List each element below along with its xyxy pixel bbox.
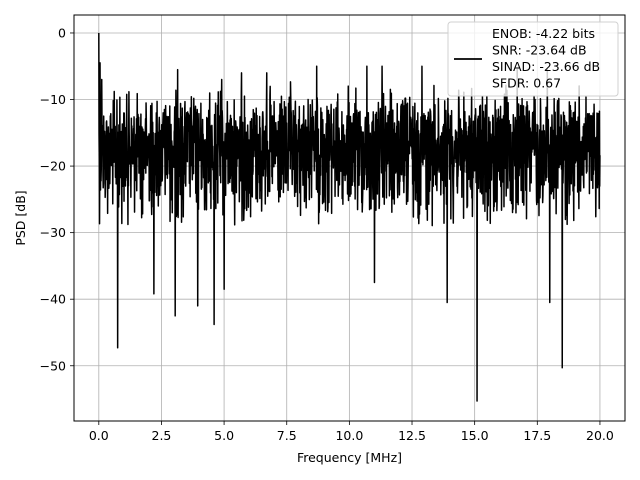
y-axis-ticks: 0 −10 −20 −30 −40 −50 xyxy=(40,25,74,373)
legend-line-1: ENOB: -4.22 bits xyxy=(492,26,595,41)
y-tick-label: 0 xyxy=(58,25,66,40)
x-tick-label: 2.5 xyxy=(152,428,172,443)
x-tick-label: 17.5 xyxy=(523,428,551,443)
legend-label: ENOB: -4.22 bits SNR: -23.64 dB SINAD: -23… xyxy=(492,26,600,91)
legend-line-2: SNR: -23.64 dB xyxy=(492,43,587,58)
y-tick-label: −40 xyxy=(40,292,66,307)
legend: ENOB: -4.22 bits SNR: -23.64 dB SINAD: -23… xyxy=(447,21,619,97)
x-tick-label: 12.5 xyxy=(398,428,426,443)
x-tick-label: 15.0 xyxy=(461,428,489,443)
y-tick-label: −50 xyxy=(40,358,66,373)
psd-series-line xyxy=(98,32,601,402)
legend-box xyxy=(447,21,619,97)
legend-line-3: SINAD: -23.66 dB xyxy=(492,59,600,74)
x-tick-label: 0.0 xyxy=(89,428,109,443)
x-axis-ticks: 0.0 2.5 5.0 7.5 10.0 12.5 15.0 17.5 20.0 xyxy=(89,421,614,443)
x-axis-label: Frequency [MHz] xyxy=(297,450,402,465)
y-tick-label: −20 xyxy=(40,159,66,174)
y-axis-label: PSD [dB] xyxy=(13,190,28,245)
x-tick-label: 7.5 xyxy=(277,428,297,443)
legend-line-4: SFDR: 0.67 xyxy=(492,76,561,91)
x-tick-label: 10.0 xyxy=(335,428,363,443)
y-tick-label: −30 xyxy=(40,225,66,240)
y-tick-label: −10 xyxy=(40,92,66,107)
plot-area xyxy=(98,32,601,402)
x-tick-label: 20.0 xyxy=(586,428,614,443)
x-tick-label: 5.0 xyxy=(214,428,234,443)
